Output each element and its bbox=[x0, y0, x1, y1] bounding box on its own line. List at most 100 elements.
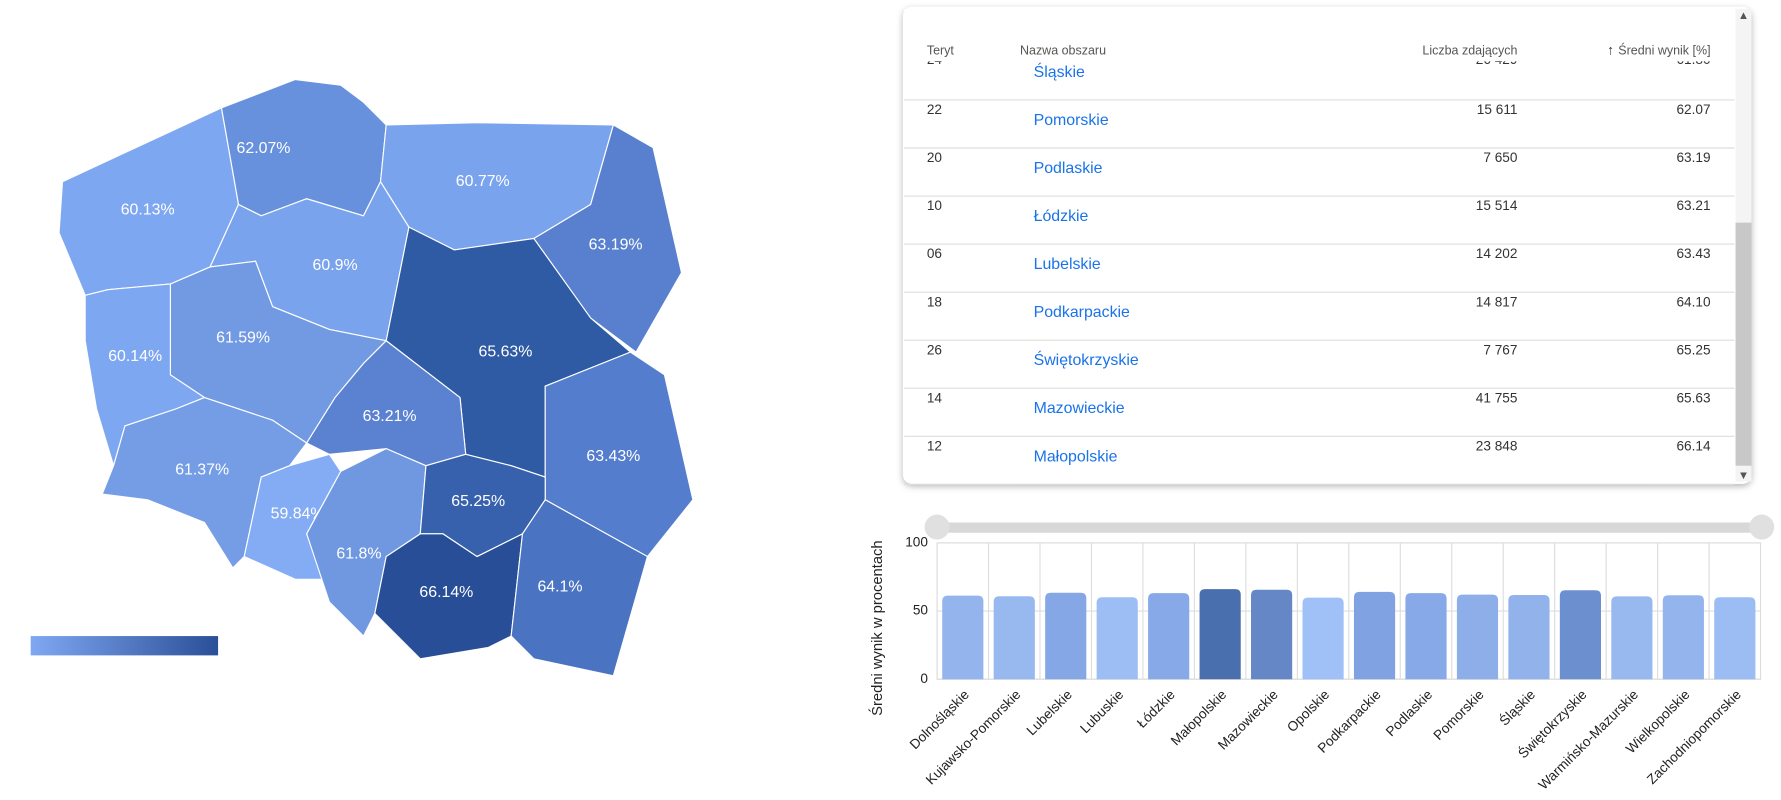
bar[interactable] bbox=[1045, 592, 1087, 680]
bar[interactable] bbox=[1353, 591, 1396, 680]
y-tick-label: 100 bbox=[905, 535, 928, 550]
bar[interactable] bbox=[1559, 590, 1602, 680]
avg-cell: 63.19 bbox=[1676, 150, 1710, 165]
header-cell: Teryt bbox=[927, 43, 955, 57]
region-label: 61.8% bbox=[336, 545, 381, 562]
count-cell: 23 848 bbox=[1476, 438, 1518, 453]
region-label: 59.84% bbox=[271, 506, 325, 523]
x-tick-label: Pomorskie bbox=[1431, 687, 1487, 743]
bar[interactable] bbox=[1611, 596, 1653, 680]
bar[interactable] bbox=[1148, 593, 1190, 680]
x-tick-label: Podlaskie bbox=[1383, 687, 1435, 739]
teryt-cell: 14 bbox=[927, 390, 943, 405]
count-cell: 15 611 bbox=[1477, 102, 1518, 117]
avg-cell: 65.25 bbox=[1676, 342, 1710, 357]
name-link[interactable]: Podkarpackie bbox=[1034, 304, 1130, 321]
bar[interactable] bbox=[1405, 593, 1447, 680]
sort-header[interactable]: Średni wynik [%] bbox=[1618, 42, 1710, 57]
region-label: 60.14% bbox=[108, 348, 162, 365]
scroll-down[interactable]: ▼ bbox=[1738, 470, 1749, 482]
range-slider[interactable] bbox=[937, 522, 1761, 533]
region-label: 65.25% bbox=[451, 493, 505, 510]
y-axis-title: Średni wynik w procentach bbox=[868, 540, 886, 715]
count-cell: 7 650 bbox=[1483, 150, 1518, 165]
header-cell: Liczba zdających bbox=[1422, 43, 1517, 57]
table-header bbox=[904, 9, 1735, 62]
name-link[interactable]: Podlaskie bbox=[1034, 160, 1103, 177]
region-label: 60.77% bbox=[456, 173, 510, 190]
count-cell: 14 817 bbox=[1476, 294, 1518, 309]
region-label: 60.9% bbox=[313, 257, 358, 274]
bar[interactable] bbox=[1508, 594, 1550, 680]
bar[interactable] bbox=[1199, 589, 1241, 680]
x-tick-label: Kujawsko-Pomorskie bbox=[923, 687, 1024, 788]
avg-cell: 64.10 bbox=[1676, 294, 1711, 309]
teryt-cell: 26 bbox=[927, 342, 942, 357]
region-label: 61.37% bbox=[175, 461, 229, 478]
name-link[interactable]: Mazowieckie bbox=[1034, 400, 1125, 417]
region-label: 63.43% bbox=[586, 448, 640, 465]
bar[interactable] bbox=[1251, 589, 1293, 680]
name-link[interactable]: Małopolskie bbox=[1034, 448, 1118, 465]
region-label: 61.59% bbox=[216, 330, 270, 347]
teryt-cell: 20 bbox=[927, 150, 943, 165]
sort-arrow: ↑ bbox=[1607, 43, 1614, 58]
avg-cell: 63.43 bbox=[1676, 246, 1710, 261]
x-tick-label: Zachodniopomorskie bbox=[1644, 687, 1744, 787]
bar[interactable] bbox=[1714, 597, 1756, 680]
count-cell: 14 202 bbox=[1476, 246, 1518, 261]
region[interactable] bbox=[533, 124, 683, 353]
bar[interactable] bbox=[1096, 597, 1138, 680]
region-label: 60.13% bbox=[121, 201, 175, 218]
x-tick-label: Opolskie bbox=[1284, 687, 1332, 735]
teryt-cell: 10 bbox=[927, 198, 943, 213]
region[interactable] bbox=[305, 339, 467, 467]
x-tick-label: Łódzkie bbox=[1134, 687, 1178, 731]
avg-cell: 65.63 bbox=[1676, 390, 1710, 405]
bar[interactable] bbox=[1456, 594, 1499, 680]
name-link[interactable]: Świętokrzyskie bbox=[1034, 350, 1139, 369]
table: 24Śląskie26 42961.8022Pomorskie15 61162.… bbox=[904, 9, 1735, 485]
y-tick-label: 50 bbox=[913, 603, 929, 618]
bar[interactable] bbox=[942, 595, 984, 680]
region-label: 65.63% bbox=[478, 343, 532, 360]
map-legend bbox=[30, 636, 219, 656]
avg-cell: 63.21 bbox=[1676, 198, 1710, 213]
x-tick-label: Lubuskie bbox=[1077, 687, 1126, 736]
bar[interactable] bbox=[1302, 597, 1344, 680]
region[interactable] bbox=[510, 499, 649, 677]
teryt-cell: 12 bbox=[927, 438, 942, 453]
x-tick-label: Lubelskie bbox=[1024, 687, 1075, 738]
table-card bbox=[902, 6, 1752, 484]
name-link[interactable]: Łódzkie bbox=[1034, 208, 1089, 225]
scroll-up[interactable]: ▲ bbox=[1738, 10, 1749, 22]
teryt-cell: 22 bbox=[927, 102, 942, 117]
x-tick-label: Warmińsko-Mazurskie bbox=[1536, 687, 1642, 793]
header-cell: Nazwa obszaru bbox=[1020, 43, 1106, 57]
name-link[interactable]: Śląskie bbox=[1034, 62, 1085, 81]
scrollbar-thumb[interactable] bbox=[1735, 222, 1752, 466]
y-tick-label: 0 bbox=[920, 671, 928, 686]
count-cell: 7 767 bbox=[1483, 342, 1517, 357]
region-label: 63.19% bbox=[589, 237, 643, 254]
teryt-cell: 18 bbox=[927, 294, 942, 309]
teryt-cell: 06 bbox=[927, 246, 942, 261]
bar[interactable] bbox=[993, 596, 1035, 680]
map: 60.13% 62.07% 60.77% 63.19% 60.9% 61.59% 60.14… bbox=[58, 78, 694, 677]
slider-handle-right[interactable] bbox=[1749, 514, 1775, 540]
region-label: 64.1% bbox=[537, 578, 582, 595]
count-cell: 15 514 bbox=[1476, 198, 1518, 213]
count-cell: 41 755 bbox=[1476, 390, 1518, 405]
bar[interactable] bbox=[1662, 595, 1704, 680]
x-tick-label: Śląskie bbox=[1496, 687, 1538, 729]
region-label: 63.21% bbox=[363, 408, 417, 425]
name-link[interactable]: Pomorskie bbox=[1034, 112, 1109, 129]
name-link[interactable]: Lubelskie bbox=[1034, 256, 1101, 273]
slider-handle-left[interactable] bbox=[924, 514, 950, 540]
avg-cell: 66.14 bbox=[1676, 438, 1711, 453]
region-label: 66.14% bbox=[419, 584, 473, 601]
avg-cell: 62.07 bbox=[1676, 102, 1710, 117]
